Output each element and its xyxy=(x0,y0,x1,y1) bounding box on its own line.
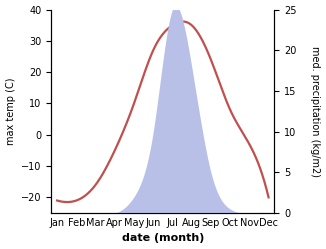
Y-axis label: max temp (C): max temp (C) xyxy=(6,77,16,145)
Y-axis label: med. precipitation (kg/m2): med. precipitation (kg/m2) xyxy=(310,46,320,177)
X-axis label: date (month): date (month) xyxy=(122,234,204,244)
